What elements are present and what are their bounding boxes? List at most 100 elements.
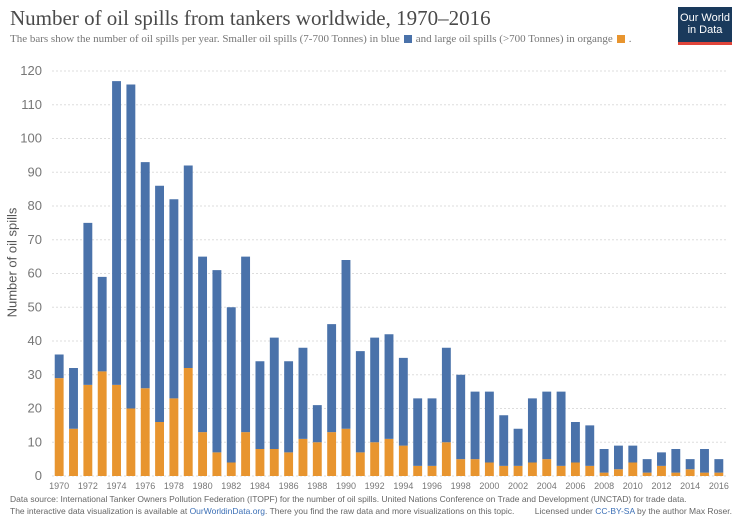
logo-accent-bar <box>678 42 732 45</box>
bar-large-spills <box>714 472 724 476</box>
bar-small-spills <box>269 337 279 449</box>
x-tick-label: 2016 <box>709 481 729 491</box>
bar-small-spills <box>355 351 365 453</box>
bar-small-spills <box>513 428 523 466</box>
y-tick-label: 80 <box>28 198 42 213</box>
bar-small-spills <box>614 445 623 470</box>
bar-small-spills <box>527 398 537 463</box>
bar-small-spills <box>298 347 308 439</box>
x-tick-label: 1982 <box>221 481 241 491</box>
bar-large-spills <box>370 442 380 476</box>
license-suffix: by the author Max Roser. <box>637 506 732 516</box>
bar-small-spills <box>413 398 423 466</box>
owid-logo[interactable]: Our World in Data <box>678 7 732 45</box>
logo-line-1: Our World <box>680 12 730 24</box>
bar-large-spills <box>327 432 337 476</box>
bar-large-spills <box>355 452 365 476</box>
bar-large-spills <box>198 432 208 476</box>
bar-small-spills <box>83 222 93 385</box>
y-tick-label: 40 <box>28 333 42 348</box>
subtitle-text-1: The bars show the number of oil spills p… <box>10 33 400 45</box>
bar-small-spills <box>441 347 451 443</box>
y-tick-label: 100 <box>20 131 42 146</box>
x-tick-label: 2002 <box>508 481 528 491</box>
x-tick-label: 1994 <box>393 481 413 491</box>
x-tick-label: 1970 <box>49 481 69 491</box>
bar-small-spills <box>126 84 136 409</box>
y-tick-label: 30 <box>28 367 42 382</box>
footer-license: Licensed under CC-BY-SA by the author Ma… <box>535 506 732 516</box>
subtitle-text-3: . <box>628 33 632 45</box>
x-tick-label: 2006 <box>565 481 585 491</box>
bar-large-spills <box>700 472 709 476</box>
license-link[interactable]: CC-BY-SA <box>595 506 635 516</box>
y-tick-label: 10 <box>28 434 42 449</box>
bar-small-spills <box>241 256 251 433</box>
bar-small-spills <box>198 256 208 433</box>
bar-large-spills <box>241 432 251 476</box>
bar-large-spills <box>614 469 623 476</box>
bar-large-spills <box>284 452 294 476</box>
bar-small-spills <box>284 361 294 453</box>
bar-small-spills <box>341 260 351 429</box>
owid-link[interactable]: OurWorldinData.org <box>189 506 265 516</box>
bar-small-spills <box>155 185 164 422</box>
bar-small-spills <box>456 374 466 460</box>
bar-large-spills <box>69 428 78 476</box>
x-tick-label: 2010 <box>623 481 643 491</box>
bar-large-spills <box>255 449 265 476</box>
y-tick-label: 120 <box>20 63 42 78</box>
bar-small-spills <box>140 162 150 389</box>
bar-large-spills <box>183 368 193 476</box>
license-prefix: Licensed under <box>534 506 593 516</box>
bar-large-spills <box>97 371 107 476</box>
x-tick-label: 2004 <box>537 481 557 491</box>
bar-large-spills <box>413 465 423 476</box>
bar-large-spills <box>657 465 666 476</box>
x-tick-label: 2008 <box>594 481 614 491</box>
x-tick-label: 1988 <box>307 481 327 491</box>
bar-small-spills <box>499 415 509 466</box>
bar-small-spills <box>585 425 595 466</box>
bar-large-spills <box>212 452 222 476</box>
bar-small-spills <box>599 449 609 473</box>
logo-line-2: in Data <box>687 24 723 36</box>
x-tick-label: 1998 <box>451 481 471 491</box>
bar-small-spills <box>628 445 638 463</box>
bar-large-spills <box>126 408 136 476</box>
bar-small-spills <box>97 276 107 372</box>
y-tick-label: 110 <box>21 97 42 112</box>
x-tick-label: 2014 <box>680 481 700 491</box>
x-tick-label: 1990 <box>336 481 356 491</box>
bar-large-spills <box>112 384 121 476</box>
bar-large-spills <box>155 422 164 476</box>
bar-small-spills <box>327 324 337 433</box>
bar-small-spills <box>642 459 652 473</box>
bar-large-spills <box>628 462 638 476</box>
large-spill-swatch <box>616 35 625 44</box>
chart-subtitle: The bars show the number of oil spills p… <box>10 33 632 45</box>
x-tick-label: 2012 <box>651 481 671 491</box>
y-tick-label: 20 <box>28 401 42 416</box>
footer-interactive-prefix: The interactive data visualization is av… <box>10 506 188 516</box>
bar-small-spills <box>542 391 552 460</box>
bar-small-spills <box>54 354 64 379</box>
bar-large-spills <box>599 472 609 476</box>
bar-large-spills <box>642 472 652 476</box>
bar-large-spills <box>83 384 93 476</box>
bar-chart: 0 10 20 30 40 50 60 70 80 90 100 110 120 1970 1972 1974… <box>20 63 729 491</box>
bar-large-spills <box>298 438 308 476</box>
y-tick-label: 50 <box>28 299 42 314</box>
bar-small-spills <box>570 422 580 463</box>
y-tick-label: 90 <box>28 164 42 179</box>
bar-small-spills <box>112 81 121 385</box>
bar-large-spills <box>556 465 566 476</box>
bar-large-spills <box>685 469 695 476</box>
bar-small-spills <box>700 449 709 473</box>
bar-large-spills <box>671 472 681 476</box>
small-spill-swatch <box>403 35 412 44</box>
x-tick-label: 1986 <box>279 481 299 491</box>
footer-source: Data source: International Tanker Owners… <box>10 494 687 504</box>
bar-large-spills <box>499 465 509 476</box>
y-tick-label: 60 <box>28 266 42 281</box>
